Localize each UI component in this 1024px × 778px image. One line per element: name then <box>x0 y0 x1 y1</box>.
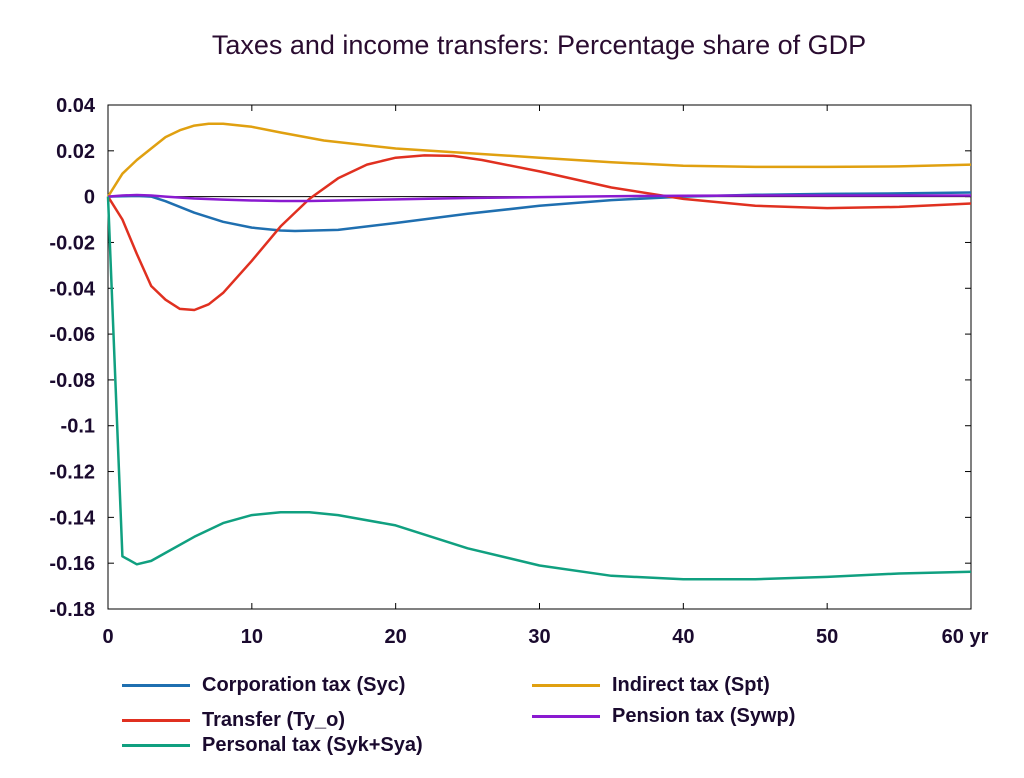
plot-frame <box>107 104 972 610</box>
series-line-indirect-tax-spt <box>106 122 972 198</box>
y-tick-label: -0.18 <box>49 599 95 621</box>
chart-title: Taxes and income transfers: Percentage s… <box>211 30 867 60</box>
series-line-personal-tax-syk-sya <box>106 196 972 581</box>
y-tick-label: -0.12 <box>49 462 95 484</box>
x-tick-label: 0 <box>102 626 113 648</box>
y-tick-label: -0.08 <box>49 370 95 392</box>
y-tick-label: -0.16 <box>49 553 95 575</box>
series-line-pension-tax-sywp <box>107 193 971 203</box>
x-tick-label: 50 <box>816 626 838 648</box>
x-tick-label: 20 <box>385 626 407 648</box>
x-tick-label: 60 yr <box>942 626 989 648</box>
series-line-transfer-ty-o <box>106 154 972 312</box>
x-tick-label: 10 <box>241 626 263 648</box>
x-tick-label: 40 <box>672 626 694 648</box>
y-tick-label: 0.02 <box>56 141 95 163</box>
y-tick-label: -0.04 <box>49 278 95 300</box>
x-tick-label: 30 <box>528 626 550 648</box>
y-tick-label: -0.1 <box>61 416 95 438</box>
y-tick-label: 0 <box>84 187 95 209</box>
y-tick-label: -0.06 <box>49 324 95 346</box>
y-tick-label: 0.04 <box>56 95 96 117</box>
y-tick-label: -0.14 <box>49 507 95 529</box>
y-tick-label: -0.02 <box>49 232 95 254</box>
